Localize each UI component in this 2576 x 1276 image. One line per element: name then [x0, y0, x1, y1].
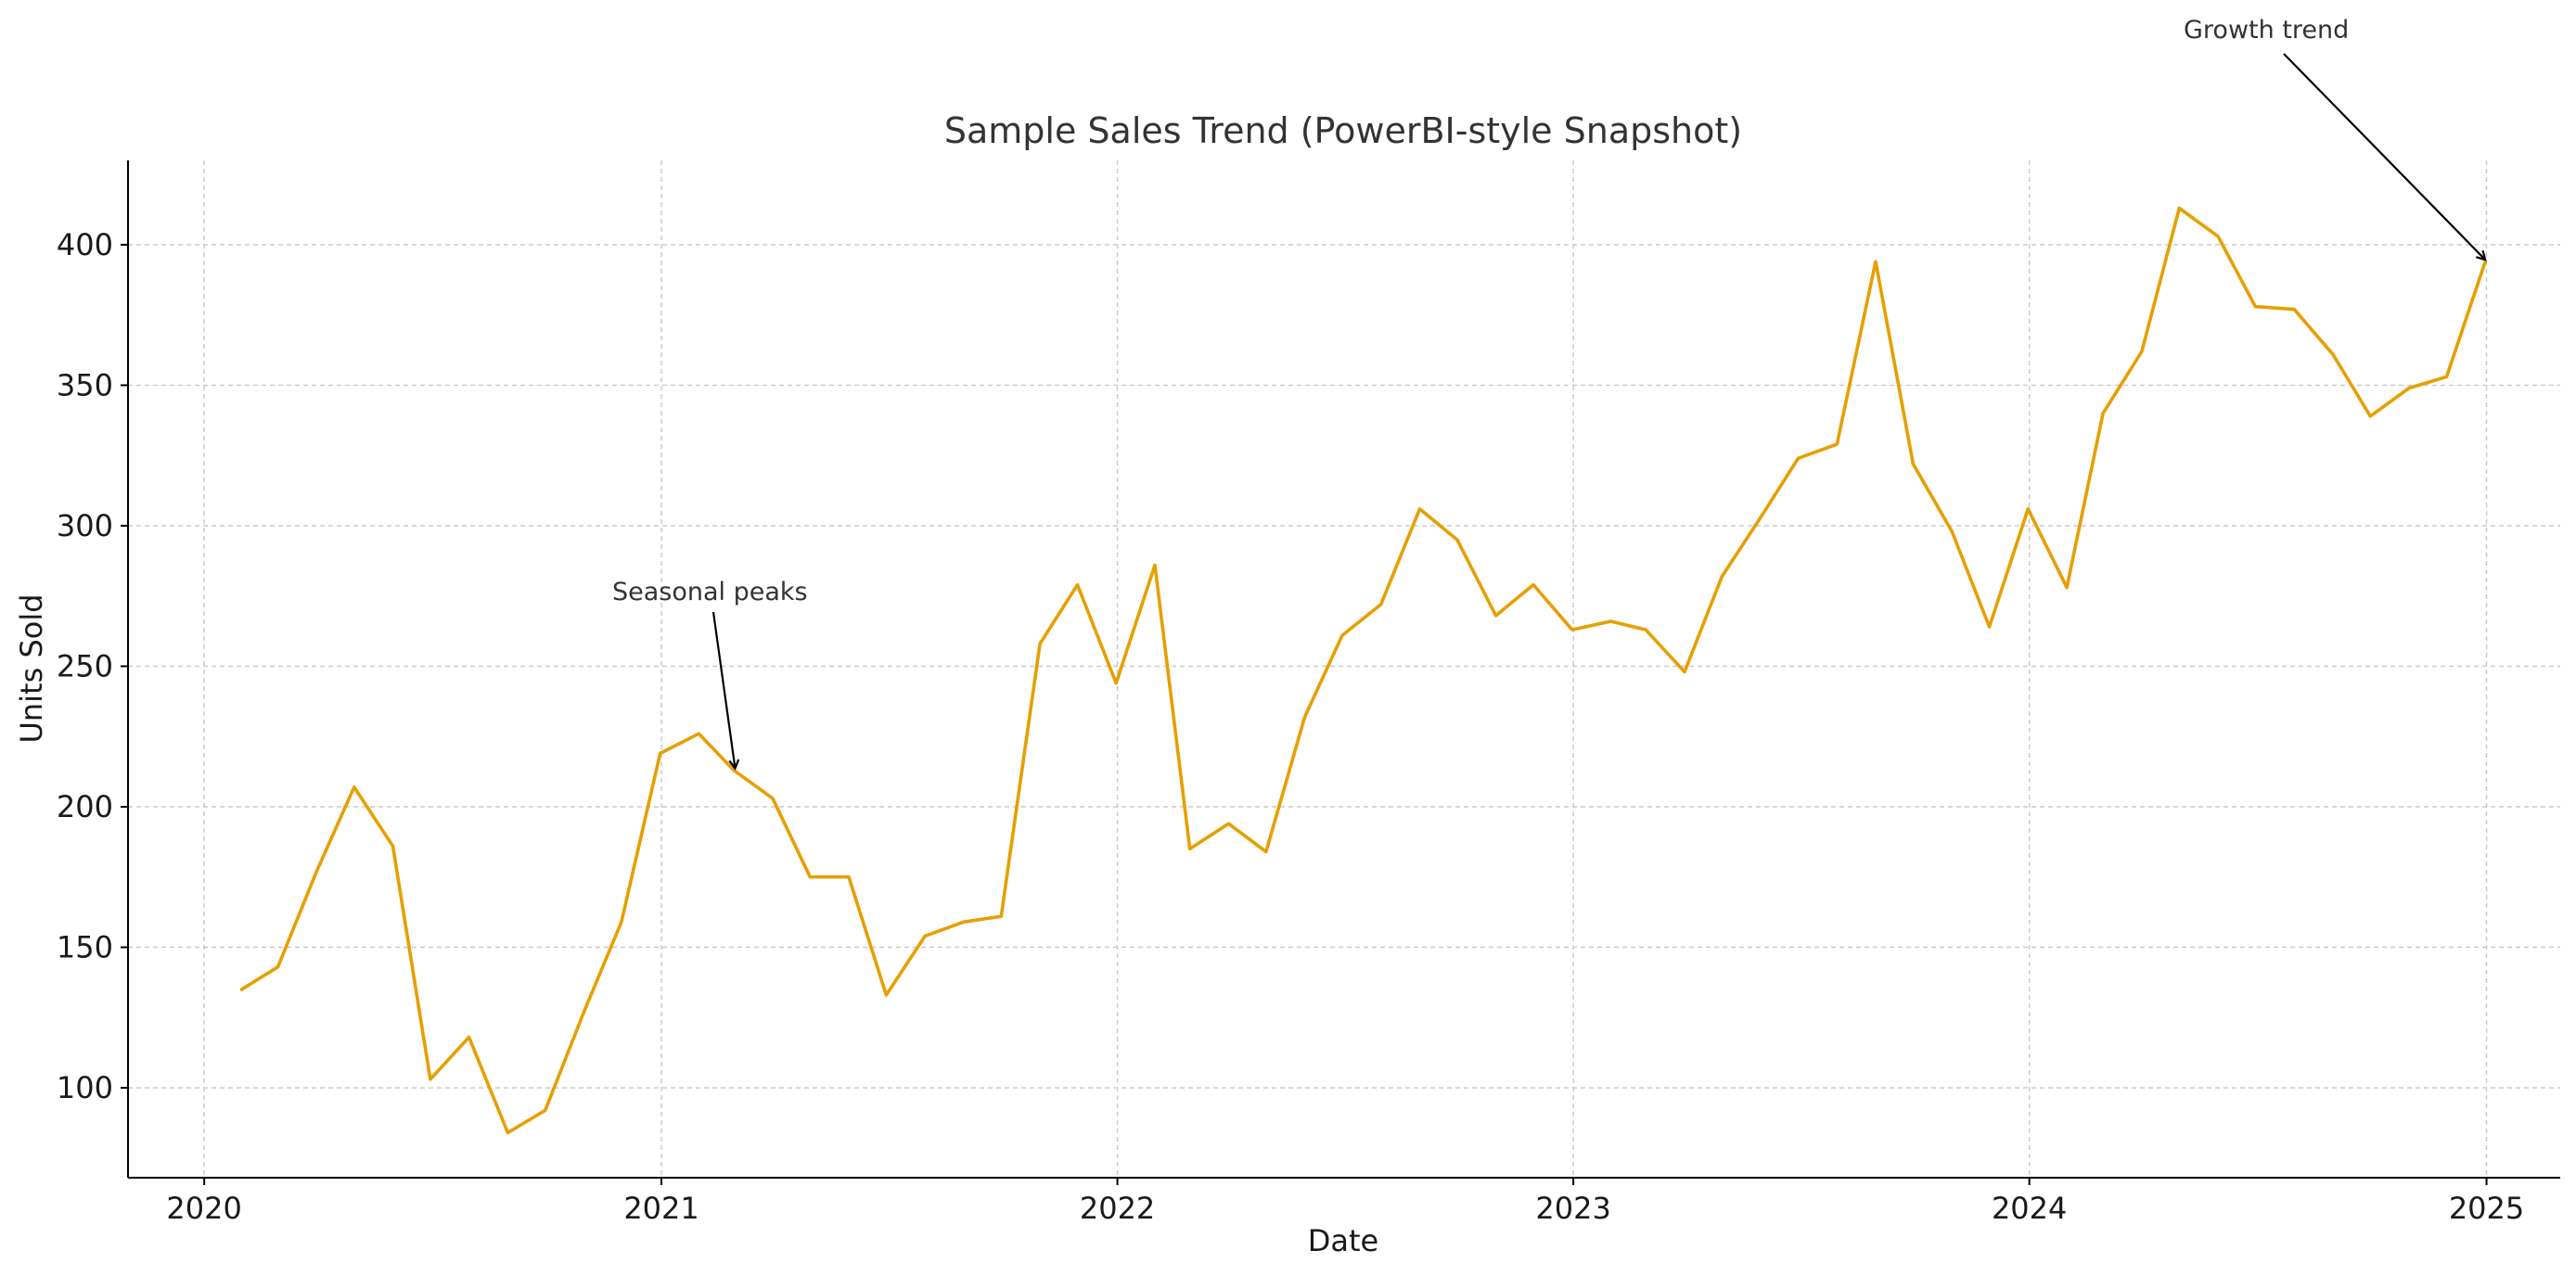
ticks: 2020 2021 2022 2023 2024 2025 100 150 200 250 300 3…: [57, 227, 2524, 1226]
y-tick-label: 300: [57, 508, 113, 543]
annotation-label: Growth trend: [2184, 16, 2349, 45]
y-tick-label: 200: [57, 789, 113, 824]
annotation-arrow: [2283, 53, 2485, 260]
grid: [128, 160, 2560, 1178]
series-group: [239, 206, 2487, 1135]
x-tick-label: 2023: [1535, 1191, 1610, 1226]
y-tick-label: 150: [57, 930, 113, 965]
series-line: [239, 206, 2487, 1135]
y-tick-label: 100: [57, 1070, 113, 1105]
annotations: Seasonal peaks Growth trend: [612, 16, 2485, 769]
y-tick-label: 350: [57, 367, 113, 402]
axes: [127, 160, 2560, 1179]
x-tick-label: 2025: [2449, 1191, 2524, 1226]
y-axis-title: Units Sold: [14, 593, 49, 743]
annotation-label: Seasonal peaks: [612, 578, 808, 606]
chart-title: Sample Sales Trend (PowerBI-style Snapsh…: [944, 110, 1742, 151]
annotation-arrow: [711, 611, 735, 769]
x-axis-title: Date: [1308, 1223, 1378, 1258]
x-tick-label: 2024: [1992, 1191, 2067, 1226]
x-tick-label: 2020: [166, 1191, 241, 1226]
x-tick-label: 2021: [623, 1191, 698, 1226]
x-tick-label: 2022: [1080, 1191, 1155, 1226]
y-tick-label: 400: [57, 227, 113, 262]
y-tick-label: 250: [57, 648, 113, 683]
